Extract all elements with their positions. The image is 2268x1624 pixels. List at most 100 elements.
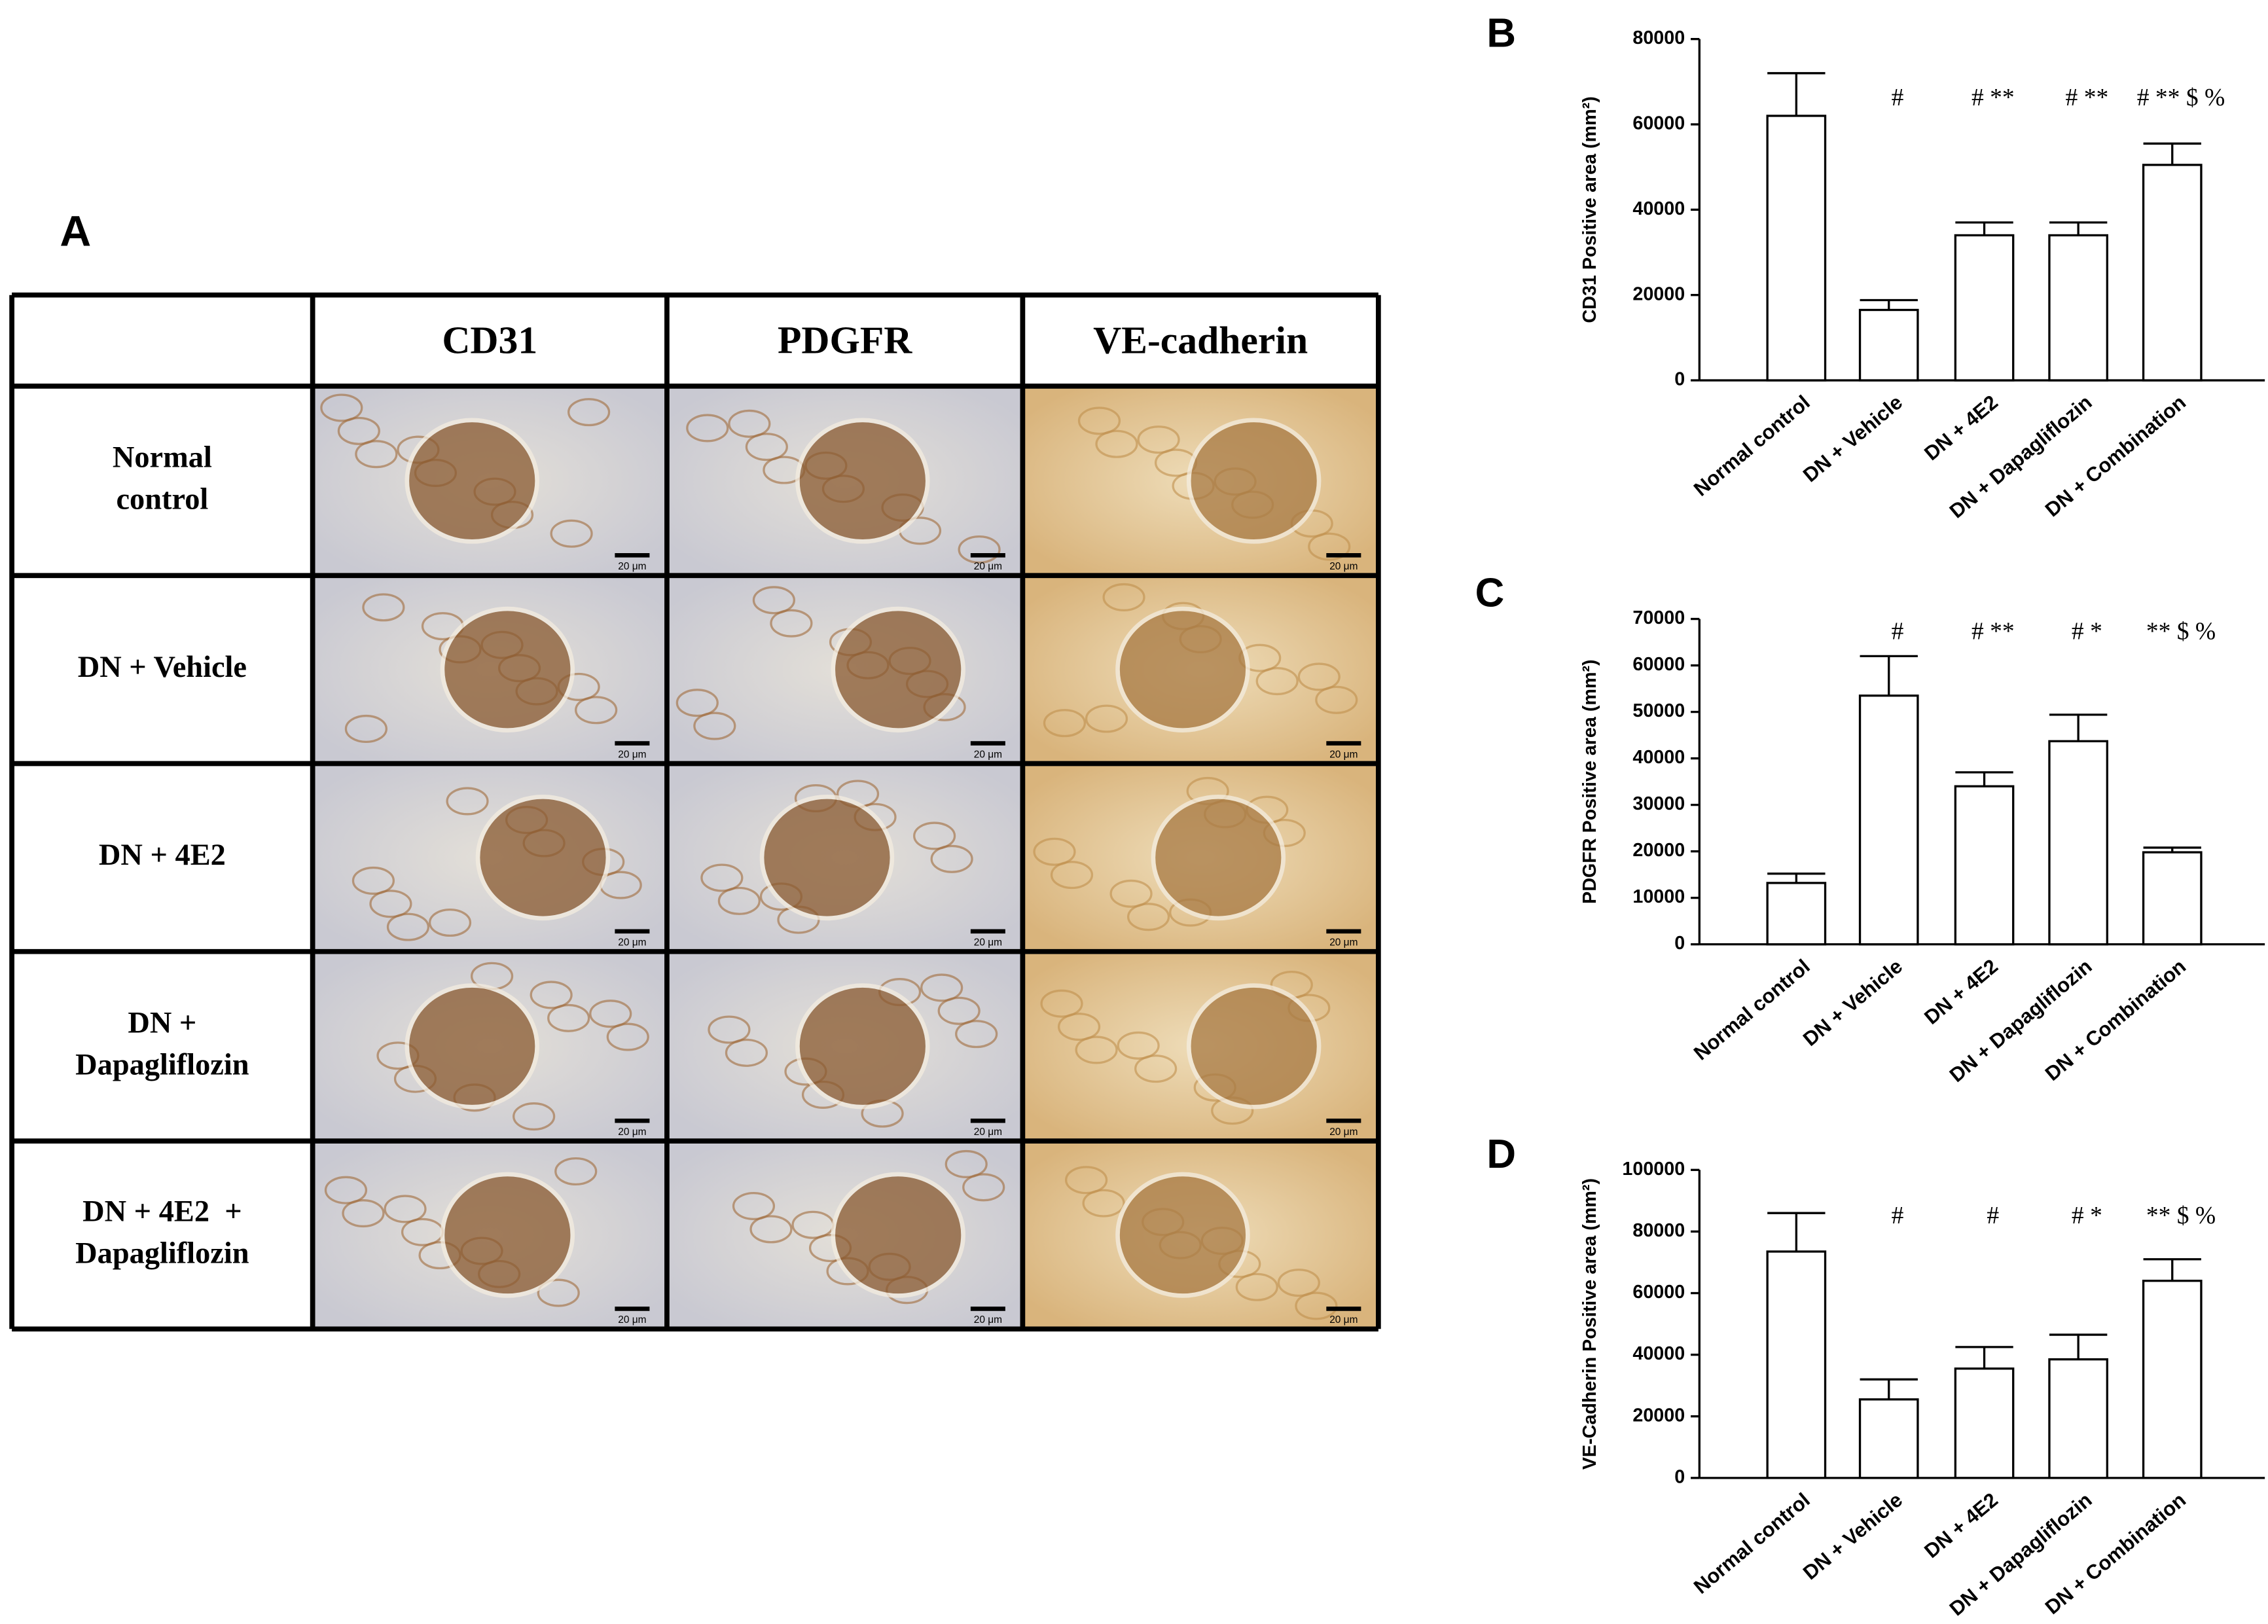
cell: [1315, 685, 1358, 714]
panel-label: A: [60, 207, 91, 255]
cell: [324, 1176, 368, 1204]
cell: [732, 1191, 776, 1221]
y-axis-label: PDGFR Positive area (mm²): [1579, 659, 1600, 903]
bar: [2142, 164, 2203, 382]
row-label: DN + 4E2: [99, 839, 226, 872]
cell: [1102, 583, 1145, 611]
cell: [1033, 837, 1076, 866]
x-tick-label: Normal control: [1689, 954, 1814, 1064]
y-tick-label: 60000: [1632, 113, 1685, 134]
scale-bar-label: 20 μm: [974, 561, 1002, 572]
cell: [1075, 1036, 1118, 1064]
cell: [1085, 704, 1128, 733]
cell: [752, 586, 795, 615]
cell: [606, 1022, 649, 1051]
row-label: DN + Dapagliflozin: [75, 1006, 249, 1081]
column-header: PDGFR: [778, 318, 912, 361]
significance: # *: [2072, 1202, 2102, 1229]
significance: #: [1892, 618, 1904, 645]
significance: # **: [1971, 618, 2015, 645]
cell: [1043, 709, 1087, 738]
y-tick-label: 100000: [1622, 1159, 1685, 1180]
y-tick-label: 60000: [1632, 1282, 1685, 1303]
cell: [700, 863, 744, 892]
cell: [1134, 1055, 1178, 1083]
cell: [937, 996, 981, 1025]
cell: [384, 1195, 427, 1223]
bar: [2142, 1280, 2203, 1479]
cell: [362, 593, 405, 622]
scale-bar-label: 20 μm: [974, 937, 1002, 948]
significance: # ** $ %: [2137, 84, 2225, 111]
cell: [913, 821, 956, 850]
cell: [675, 689, 719, 717]
significance: # **: [2066, 84, 2109, 111]
glomerulus: [1115, 1172, 1250, 1298]
cell: [725, 1038, 768, 1067]
significance: #: [1892, 84, 1904, 111]
significance: # *: [2072, 618, 2102, 645]
cell: [749, 1215, 793, 1244]
significance: #: [1987, 1202, 1999, 1229]
scale-bar-label: 20 μm: [618, 1127, 646, 1138]
y-tick-label: 20000: [1632, 840, 1685, 861]
y-axis-label: VE-Cadherin Positive area (mm²): [1579, 1178, 1600, 1470]
cell: [1255, 667, 1299, 696]
bar: [1954, 785, 2015, 946]
cell: [1040, 989, 1083, 1018]
glomerulus: [405, 983, 539, 1110]
y-axis-label: CD31 Positive area (mm²): [1579, 96, 1600, 323]
cell: [386, 912, 430, 941]
bar: [1858, 308, 1919, 382]
cell: [1308, 532, 1351, 561]
glomerulus: [440, 1172, 575, 1298]
y-tick-label: 0: [1674, 1466, 1685, 1487]
scale-bar-label: 20 μm: [1329, 1127, 1358, 1138]
cell: [446, 787, 489, 816]
cell: [554, 1157, 598, 1186]
y-tick-label: 60000: [1632, 654, 1685, 675]
scale-bar-label: 20 μm: [618, 1314, 646, 1326]
y-tick-label: 20000: [1632, 1405, 1685, 1426]
cell: [1277, 1269, 1320, 1297]
bar: [2048, 1358, 2108, 1479]
bar: [2048, 740, 2108, 946]
y-tick-label: 0: [1674, 369, 1685, 390]
cell: [1295, 1291, 1338, 1320]
x-tick-label: DN + Vehicle: [1799, 1489, 1907, 1585]
bar: [2048, 234, 2108, 382]
glomerulus: [405, 418, 539, 544]
cell: [958, 535, 1001, 564]
cell: [745, 433, 788, 461]
y-tick-label: 40000: [1632, 198, 1685, 219]
cell: [337, 416, 380, 445]
y-tick-label: 30000: [1632, 793, 1685, 814]
glomerulus: [831, 606, 965, 732]
cell: [567, 398, 611, 427]
cell: [686, 414, 729, 442]
cell: [575, 696, 618, 725]
scale-bar-label: 20 μm: [1329, 561, 1358, 572]
cell: [930, 844, 973, 873]
column-header: VE-cadherin: [1093, 318, 1308, 361]
glomerulus: [1186, 418, 1322, 544]
cell: [1109, 879, 1153, 908]
scale-bar-label: 20 μm: [974, 1314, 1002, 1326]
panel-label: C: [1475, 571, 1505, 616]
y-tick-label: 50000: [1632, 700, 1685, 721]
y-tick-label: 0: [1674, 933, 1685, 954]
significance: ** $ %: [2146, 1202, 2216, 1229]
cell: [1057, 1013, 1101, 1041]
glomerulus: [759, 794, 895, 921]
cell: [513, 1102, 556, 1131]
cell: [717, 886, 761, 915]
scale-bar-label: 20 μm: [974, 749, 1002, 760]
y-tick-label: 40000: [1632, 1343, 1685, 1364]
scale-bar-label: 20 μm: [1329, 937, 1358, 948]
x-tick-label: DN + 4E2: [1920, 1489, 2002, 1562]
cell: [537, 1278, 580, 1307]
x-tick-label: DN + 4E2: [1920, 954, 2002, 1028]
bar: [1858, 695, 1919, 946]
scale-bar-label: 20 μm: [1329, 1314, 1358, 1326]
